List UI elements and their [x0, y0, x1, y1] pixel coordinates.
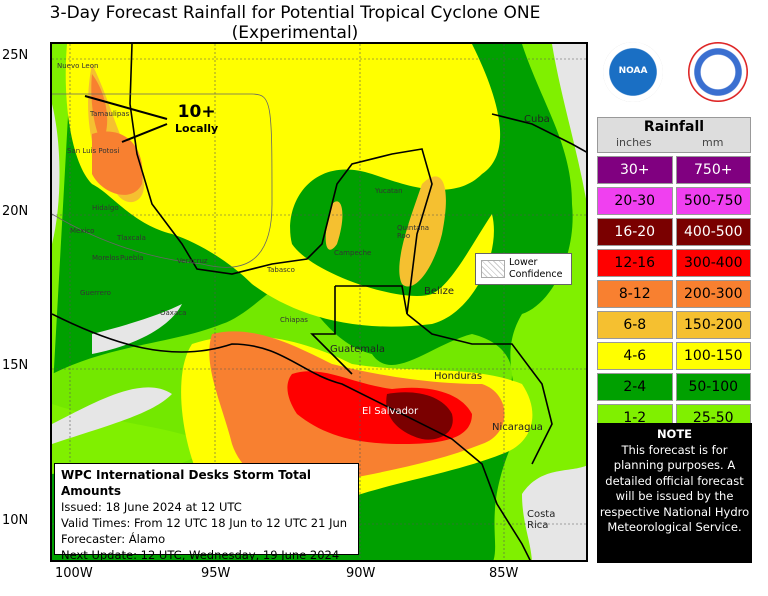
legend-cell-in: 8-12	[597, 280, 673, 308]
info-heading: WPC International Desks Storm Total Amou…	[61, 468, 312, 498]
state-label: Morelos	[92, 254, 120, 262]
lower-confidence-line1: Lower	[509, 257, 538, 268]
note-heading: NOTE	[656, 427, 693, 441]
lower-confidence-line2: Confidence	[509, 269, 563, 280]
legend-cell-in: 4-6	[597, 342, 673, 370]
legend-cell-mm: 300-400	[675, 249, 751, 277]
locally-annotation: 10+ Locally	[175, 102, 218, 135]
legend-row: 8-12 200-300	[597, 280, 751, 308]
legend-row: 16-20 400-500	[597, 218, 751, 246]
lower-confidence-key: Lower Confidence	[475, 253, 572, 285]
state-label: Chiapas	[280, 316, 308, 324]
rainfall-legend: Rainfall inches mm 30+ 750+ 20-30 500-750 16…	[597, 117, 751, 432]
rain-8-12	[91, 74, 505, 487]
legend-unit-inches: inches	[616, 136, 652, 149]
legend-row: 2-4 50-100	[597, 373, 751, 401]
info-box: WPC International Desks Storm Total Amou…	[54, 463, 359, 562]
legend-cell-mm: 500-750	[675, 187, 751, 215]
state-label: San Luis Potosi	[67, 147, 120, 155]
rain-6-8	[88, 64, 446, 287]
info-issued: Issued: 18 June 2024 at 12 UTC	[61, 500, 242, 514]
legend-row: 4-6 100-150	[597, 342, 751, 370]
country-label: El Salvador	[362, 406, 419, 417]
legend-row: 30+ 750+	[597, 156, 751, 184]
info-valid: Valid Times: From 12 UTC 18 Jun to 12 UT…	[61, 516, 348, 530]
state-label: Veracruz	[177, 257, 208, 265]
legend-cell-mm: 750+	[675, 156, 751, 184]
state-label: Yucatan	[375, 187, 403, 195]
hatch-swatch	[481, 260, 505, 278]
info-forecaster: Forecaster: Álamo	[61, 532, 166, 546]
state-label: Hidalgo	[92, 204, 119, 212]
lat-label: 10N	[2, 513, 29, 528]
state-label: Quintana Roo	[397, 224, 430, 240]
lat-label: 15N	[2, 358, 29, 373]
lower-confidence-outline	[52, 93, 273, 268]
rain-16-20	[386, 392, 453, 440]
legend-unit-mm: mm	[702, 136, 724, 149]
state-label: Puebla	[120, 254, 144, 262]
rain-4-6	[65, 44, 501, 327]
country-label: Belize	[424, 286, 454, 297]
map-title: 3-Day Forecast Rainfall for Potential Tr…	[49, 3, 541, 23]
state-label: Nuevo Leon	[57, 62, 99, 70]
state-label: Oaxaca	[160, 309, 187, 317]
nws-logo	[688, 42, 748, 102]
legend-row: 20-30 500-750	[597, 187, 751, 215]
state-label: Guerrero	[80, 289, 111, 297]
legend-cell-in: 6-8	[597, 311, 673, 339]
legend-cell-mm: 400-500	[675, 218, 751, 246]
country-label: Nicaragua	[492, 422, 543, 433]
country-label: Costa Rica	[527, 509, 556, 531]
state-label: Mexico	[70, 227, 95, 235]
legend-cell-in: 30+	[597, 156, 673, 184]
legend-title: Rainfall	[643, 119, 705, 135]
noaa-logo: NOAA	[603, 42, 663, 102]
coastlines	[52, 44, 586, 560]
lon-label: 85W	[489, 566, 519, 581]
lat-label: 25N	[2, 48, 29, 63]
legend-row: 6-8 150-200	[597, 311, 751, 339]
info-next-update: Next Update: 12 UTC, Wednesday, 19 June …	[61, 548, 340, 562]
legend-cell-mm: 100-150	[675, 342, 751, 370]
legend-cell-in: 2-4	[597, 373, 673, 401]
state-label: Campeche	[334, 249, 372, 257]
noaa-logo-text: NOAA	[618, 66, 648, 76]
note-box: NOTE This forecast is for planning purpo…	[597, 423, 752, 563]
legend-row: 12-16 300-400	[597, 249, 751, 277]
lat-label: 20N	[2, 204, 29, 219]
legend-cell-in: 20-30	[597, 187, 673, 215]
lon-label: 95W	[201, 566, 231, 581]
country-label: Guatemala	[330, 344, 386, 355]
annotation-text: Locally	[175, 122, 219, 135]
legend-cell-mm: 50-100	[675, 373, 751, 401]
legend-header: Rainfall inches mm	[597, 117, 751, 153]
legend-cell-in: 12-16	[597, 249, 673, 277]
note-text: This forecast is for planning purposes. …	[599, 442, 750, 535]
legend-cell-mm: 200-300	[675, 280, 751, 308]
state-label: Tamaulipas	[90, 110, 130, 118]
annotation-arrows	[84, 95, 168, 143]
lon-label: 90W	[346, 566, 376, 581]
lon-label: 100W	[55, 566, 93, 581]
state-label: Tlaxcala	[117, 234, 146, 242]
annotation-value: 10+	[177, 102, 216, 122]
map-subtitle: (Experimental)	[231, 23, 359, 43]
legend-cell-in: 16-20	[597, 218, 673, 246]
country-label: Honduras	[434, 371, 483, 382]
country-label: Cuba	[524, 114, 550, 125]
state-label: Tabasco	[267, 266, 295, 274]
legend-cell-mm: 150-200	[675, 311, 751, 339]
